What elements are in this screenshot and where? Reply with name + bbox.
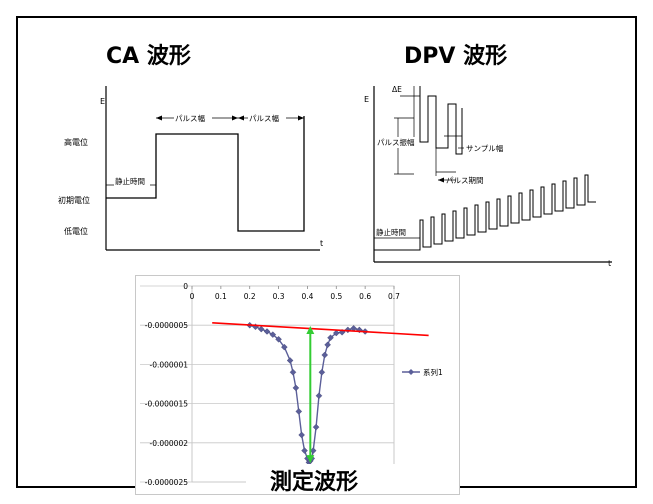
dpv-staircase-line [374,174,596,251]
dpv-axis-t: t [608,259,611,268]
ca-axis-e: E [100,97,105,106]
y-tick-label: -0.0000005 [145,321,188,330]
ca-level-low: 低電位 [64,226,88,236]
title-measured-backing [246,464,410,494]
data-point [321,351,329,359]
dpv-staircase-waveform [374,174,596,251]
x-tick-label: 0 [190,292,195,301]
x-tick-label: 0.1 [215,292,227,301]
dpv-pulse-amplitude-label: パルス振幅 [377,137,415,147]
data-point [333,329,340,337]
ca-waveform-diagram: E t 高電位 初期電位 低電位 静止時間 パルス幅 パルス幅 [58,74,348,264]
x-tick-label: 0.2 [244,292,256,301]
dpv-pulse-detail [419,86,463,155]
y-tick-label: -0.000001 [150,360,189,369]
y-tick-label: -0.0000015 [145,400,188,409]
x-tick-label: 0.3 [273,292,285,301]
y-tick-label: -0.000002 [150,439,189,448]
data-point [318,368,326,376]
ca-waveform-line [106,116,305,232]
data-point [301,447,308,454]
plot-area [191,285,395,483]
title-dpv: DPV 波形 [404,44,508,69]
y-tick-label: 0 [183,282,188,291]
ca-pulse-width-label-2: パルス幅 [249,113,279,123]
peak-arrow-head-top [306,325,315,334]
baseline-line [212,322,429,337]
ca-level-initial: 初期電位 [58,195,90,205]
data-point [295,408,303,415]
x-tick-label: 0.5 [330,292,342,301]
legend-label: 系列1 [423,367,443,377]
data-point [292,384,300,392]
y-tick-label: -0.0000025 [145,478,188,487]
data-point [312,423,320,431]
ca-axis-t: t [320,239,323,248]
dpv-axis-e: E [364,95,369,104]
data-point [324,341,331,349]
ca-pulse-width-label-1: パルス幅 [175,113,205,123]
dpv-sample-width-label: サンプル幅 [466,143,504,153]
x-tick-label: 0.7 [388,292,400,301]
slide-frame: CA 波形 DPV 波形 E t 高電位 初期電位 低電位 静止時間 パルス幅 [16,16,637,495]
dpv-delta-e-label: ΔE [392,85,402,94]
data-point [315,392,323,400]
x-tick-label: 0.6 [359,292,371,301]
data-point [286,357,294,364]
data-point [263,328,271,335]
dpv-waveform-diagram: E t ΔE パルス振幅 サンプル幅 パルス期間 静止時間 [358,82,618,270]
data-point [327,334,334,342]
data-point [275,336,282,343]
title-ca: CA 波形 [106,44,191,69]
legend-marker [408,369,414,375]
data-point [298,431,305,439]
ca-level-high: 高電位 [64,137,88,147]
ca-rest-time-label: 静止時間 [115,176,145,186]
dpv-rest-time-label: 静止時間 [376,227,406,237]
data-point [281,343,288,351]
series-line [249,324,366,464]
peak-arrow-head-bottom [306,455,315,464]
data-point [269,331,277,338]
data-point [289,368,297,376]
measured-waveform-chart: 0 -0.0000005 -0.000001 -0.0000015 -0.000002 -… [135,275,460,495]
dpv-pulse-period-label: パルス期間 [446,176,484,185]
data-point [257,325,265,333]
title-measured: 測定波形 [270,470,359,495]
x-tick-label: 0.4 [301,292,313,301]
